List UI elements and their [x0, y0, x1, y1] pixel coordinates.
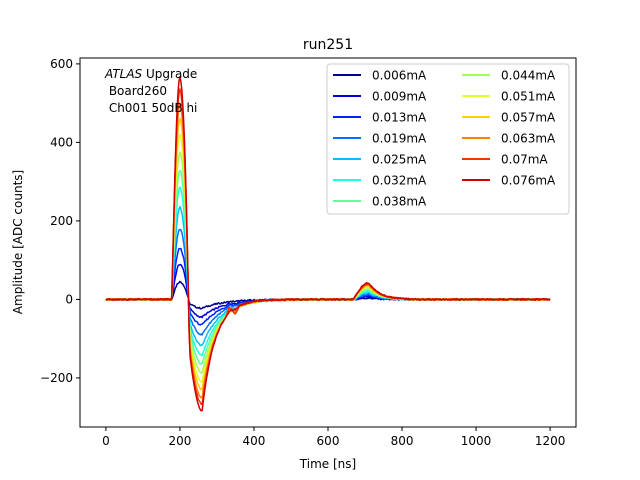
legend-label: 0.044mA [501, 69, 556, 83]
legend-label: 0.063mA [501, 132, 556, 146]
atlas-annotation: ATLAS Upgrade Board260 Ch001 50dB hi [104, 67, 197, 115]
legend-label: 0.038mA [372, 195, 427, 209]
legend-label: 0.013mA [372, 111, 427, 125]
x-tick-label: 800 [391, 434, 414, 448]
legend-label: 0.025mA [372, 153, 427, 167]
y-tick-label: 0 [65, 292, 73, 306]
legend-label: 0.076mA [501, 174, 556, 188]
y-tick-label: 600 [50, 57, 73, 71]
x-tick-label: 400 [243, 434, 266, 448]
chart-title: run251 [303, 37, 353, 53]
legend-label: 0.051mA [501, 90, 556, 104]
y-tick-label: −200 [40, 371, 73, 385]
legend-label: 0.032mA [372, 174, 427, 188]
x-tick-label: 600 [317, 434, 340, 448]
annotation-line-3: Ch001 50dB hi [105, 101, 197, 115]
x-tick-label: 1000 [461, 434, 492, 448]
legend-label: 0.07mA [501, 153, 548, 167]
annotation-upgrade: Upgrade [142, 67, 197, 81]
x-tick-label: 200 [168, 434, 191, 448]
legend-box [326, 63, 570, 215]
x-axis: 0 200 400 600 800 1000 1200 [102, 427, 565, 448]
x-tick-label: 0 [102, 434, 110, 448]
y-axis: −200 0 200 400 600 [40, 57, 80, 385]
x-axis-label: Time [ns] [299, 457, 356, 471]
series-line [105, 76, 551, 412]
annotation-line-1: ATLAS Upgrade [104, 67, 197, 81]
y-axis-label: Amplitude [ADC counts] [11, 170, 25, 314]
legend-label: 0.006mA [372, 69, 427, 83]
legend-label: 0.019mA [372, 132, 427, 146]
y-tick-label: 200 [50, 214, 73, 228]
legend-label: 0.057mA [501, 111, 556, 125]
x-tick-label: 1200 [535, 434, 566, 448]
legend: 0.006mA 0.009mA 0.013mA 0.019mA 0.025mA 0.032… [326, 63, 570, 215]
annotation-atlas: ATLAS [104, 67, 143, 81]
annotation-line-2: Board260 [105, 84, 167, 98]
series-layer [105, 76, 551, 412]
legend-label: 0.009mA [372, 90, 427, 104]
y-tick-label: 400 [50, 135, 73, 149]
